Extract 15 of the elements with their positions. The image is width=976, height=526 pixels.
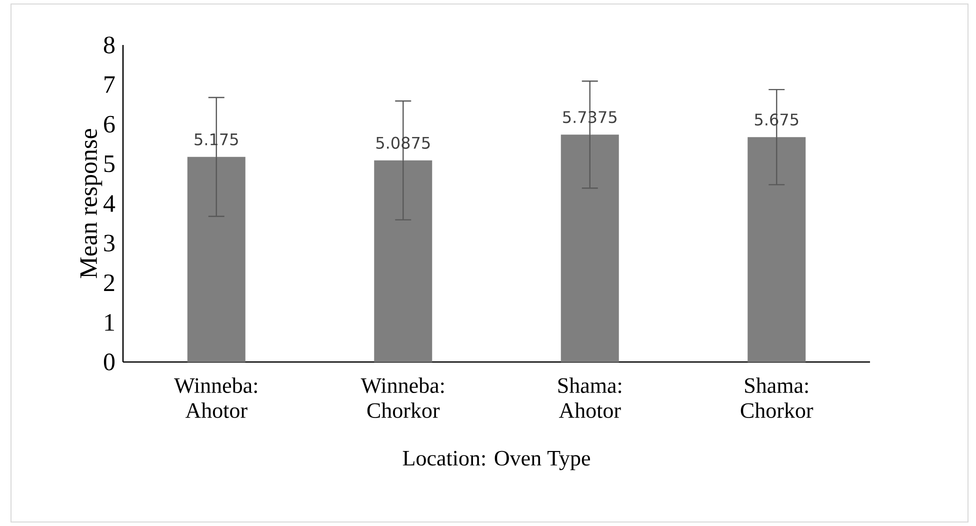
y-tick-label: 2 (104, 274, 114, 292)
y-tick-label: 0 (104, 354, 115, 370)
y-tick-label: 8 (104, 36, 115, 54)
x-tick-label: Shama: Chorkor (740, 378, 814, 418)
y-tick-label: 4 (103, 195, 116, 212)
x-tick-label: Winneba: Chorkor (360, 378, 444, 418)
y-tick-label: 6 (104, 116, 115, 133)
y-tick-label: 7 (104, 76, 115, 93)
x-tick-label: Shama: Ahotor (558, 378, 622, 418)
y-tick-label: 5 (104, 156, 115, 172)
y-axis-title: Mean response (80, 129, 102, 278)
y-tick-label: 1 (105, 314, 114, 331)
x-axis-title: Location: Oven Type (402, 450, 590, 470)
y-tick-label: 3 (104, 234, 115, 252)
x-tick-label: Winneba: Ahotor (174, 378, 257, 418)
